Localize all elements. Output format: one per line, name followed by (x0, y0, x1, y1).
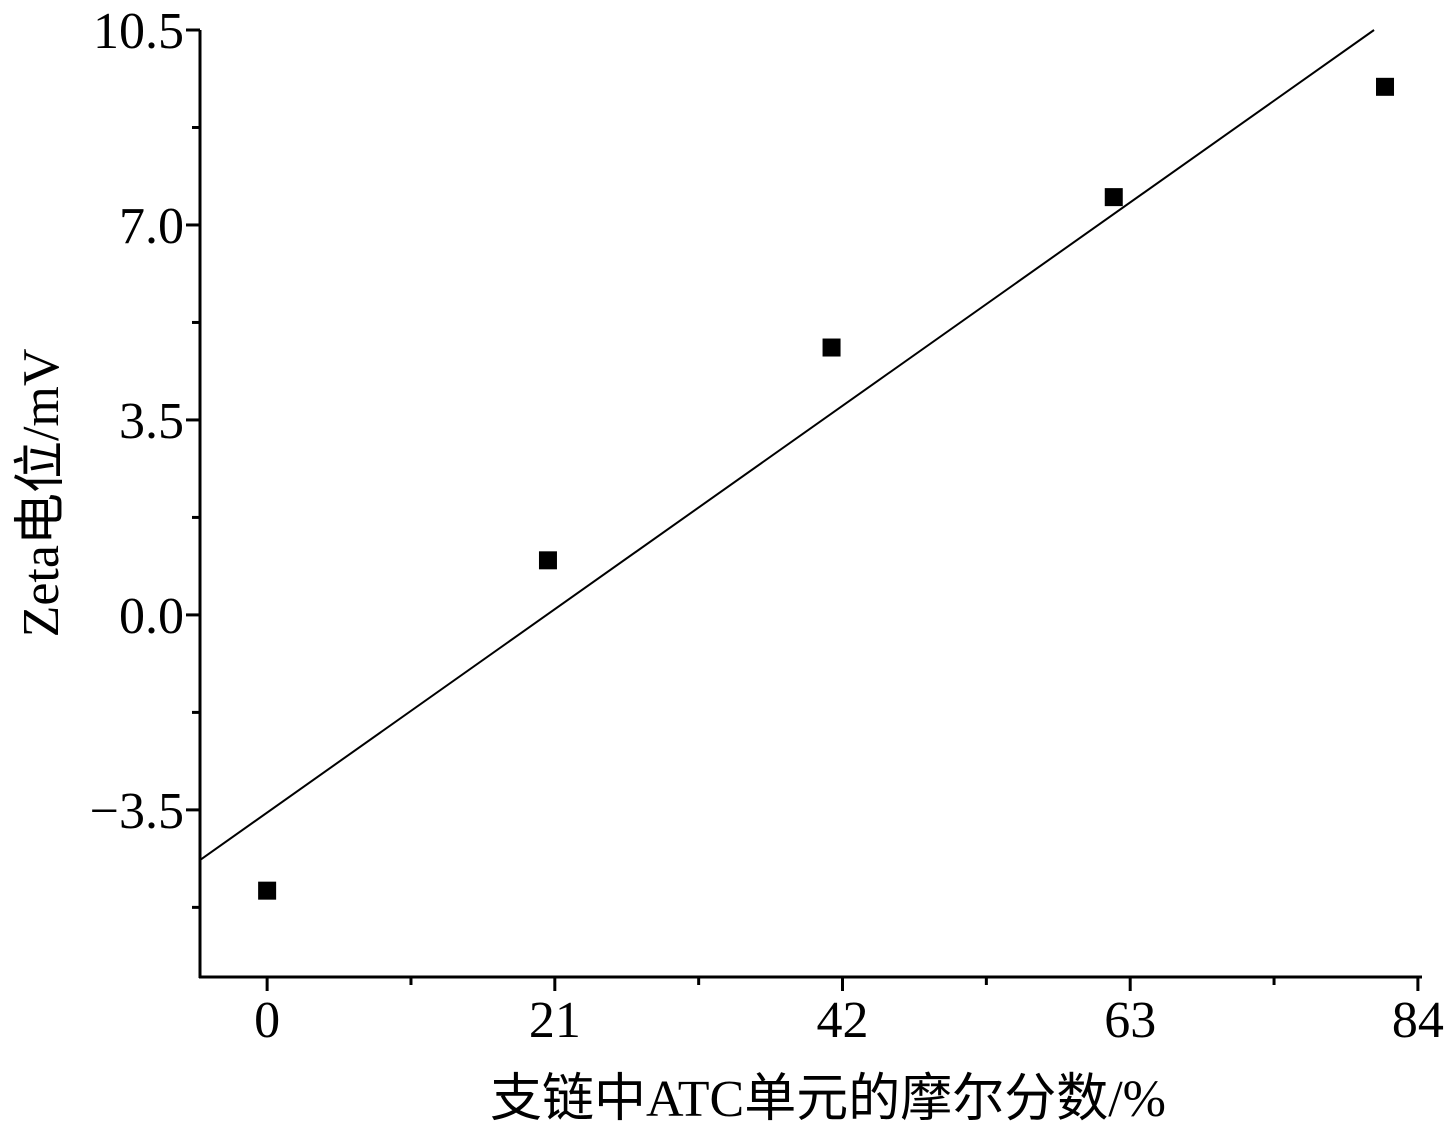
data-point (1104, 188, 1123, 207)
x-axis-title: 支链中ATC单元的摩尔分数/% (490, 1071, 1166, 1128)
y-tick-label: −3.5 (90, 783, 184, 840)
x-tick-label: 84 (1392, 992, 1444, 1049)
ticks: 0 21 42 63 84 −3.5 0.0 3.5 7.0 10.5 (90, 3, 1444, 1049)
x-tick-label: 21 (529, 992, 581, 1049)
y-tick-label: 10.5 (93, 3, 184, 60)
fit-line (199, 29, 1375, 861)
y-tick-label: 7.0 (119, 198, 184, 255)
data-points (258, 77, 1395, 900)
y-tick-label: 0.0 (119, 588, 184, 645)
fit-line-group (199, 29, 1375, 861)
y-axis-title: Zeta电位/mV (13, 349, 70, 638)
data-point (822, 338, 841, 357)
x-tick-label: 42 (817, 992, 869, 1049)
y-tick-label: 3.5 (119, 393, 184, 450)
data-point (538, 551, 557, 570)
data-point (258, 881, 277, 900)
x-tick-label: 63 (1104, 992, 1156, 1049)
axes (198, 30, 1422, 979)
x-tick-label: 0 (254, 992, 280, 1049)
data-point (1376, 77, 1395, 96)
